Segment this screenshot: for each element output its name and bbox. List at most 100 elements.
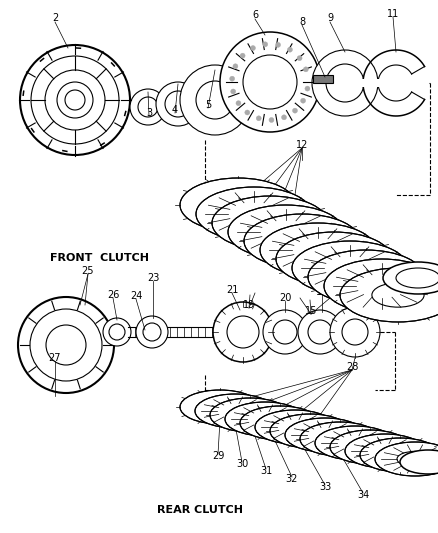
Ellipse shape [244,214,359,268]
Ellipse shape [284,418,364,452]
Text: 19: 19 [242,300,254,310]
Circle shape [240,53,244,58]
Text: 34: 34 [356,490,368,500]
Circle shape [300,98,305,103]
Ellipse shape [254,410,334,444]
Ellipse shape [399,450,438,474]
FancyBboxPatch shape [360,79,382,87]
Circle shape [297,310,341,354]
Circle shape [304,86,309,91]
Text: 28: 28 [345,362,357,372]
Text: 16: 16 [345,285,357,295]
Text: 15: 15 [304,306,317,316]
Circle shape [272,320,297,344]
Text: 33: 33 [318,482,330,492]
Text: 18: 18 [315,287,327,297]
Circle shape [30,309,102,381]
Circle shape [233,64,237,69]
Circle shape [262,42,267,47]
Ellipse shape [194,394,274,428]
Ellipse shape [276,232,391,286]
Text: 14: 14 [398,293,410,303]
Circle shape [155,82,200,126]
Ellipse shape [195,187,311,241]
Text: 27: 27 [49,353,61,363]
Circle shape [287,47,292,52]
Circle shape [226,316,258,348]
Text: 9: 9 [326,13,332,23]
Circle shape [212,302,272,362]
Text: 2: 2 [52,13,58,23]
Ellipse shape [314,426,394,460]
Circle shape [275,42,280,47]
Text: 13: 13 [420,265,432,275]
Circle shape [138,97,158,117]
Circle shape [57,82,93,118]
Circle shape [297,55,301,61]
Circle shape [325,64,363,102]
Text: 29: 29 [211,451,224,461]
Circle shape [20,45,130,155]
Circle shape [46,325,86,365]
Text: 23: 23 [146,273,159,283]
Ellipse shape [180,390,259,424]
FancyBboxPatch shape [312,75,332,83]
Ellipse shape [225,402,304,436]
Text: 25: 25 [81,266,94,276]
Ellipse shape [212,196,327,250]
Circle shape [229,76,234,81]
Text: 21: 21 [225,285,238,295]
Ellipse shape [307,250,423,304]
Text: 35: 35 [414,449,426,459]
Circle shape [292,108,297,113]
Circle shape [329,307,379,357]
Circle shape [307,320,331,344]
Ellipse shape [269,414,349,448]
Ellipse shape [180,178,295,232]
Circle shape [45,70,105,130]
Text: 5: 5 [205,100,211,110]
Circle shape [165,91,191,117]
Circle shape [65,90,85,110]
Ellipse shape [227,205,343,259]
Text: 3: 3 [145,108,152,118]
Circle shape [250,45,255,51]
Circle shape [219,32,319,132]
Text: 32: 32 [285,474,297,484]
Ellipse shape [344,434,424,468]
Circle shape [130,89,166,125]
Circle shape [303,67,307,72]
Text: FRONT  CLUTCH: FRONT CLUTCH [50,253,149,263]
Circle shape [136,316,168,348]
Circle shape [281,115,286,120]
Circle shape [243,55,297,109]
Ellipse shape [382,262,438,294]
Circle shape [262,310,306,354]
Circle shape [341,319,367,345]
Circle shape [311,50,377,116]
Text: 4: 4 [172,105,178,115]
Ellipse shape [291,241,407,295]
Text: 6: 6 [251,10,258,20]
Circle shape [268,117,273,123]
Ellipse shape [359,438,438,472]
Text: 8: 8 [298,17,304,27]
Circle shape [195,81,233,119]
Circle shape [143,323,161,341]
Text: REAR CLUTCH: REAR CLUTCH [157,505,243,515]
Text: 12: 12 [295,140,307,150]
Text: 30: 30 [235,459,247,469]
Ellipse shape [259,223,375,277]
Circle shape [31,56,119,144]
Circle shape [235,101,240,106]
Ellipse shape [329,430,409,464]
Ellipse shape [299,422,379,456]
Circle shape [244,110,249,115]
Text: 20: 20 [278,293,290,303]
Circle shape [256,116,261,121]
Circle shape [230,89,235,94]
Circle shape [180,65,249,135]
Ellipse shape [323,259,438,313]
Circle shape [103,318,131,346]
Ellipse shape [209,398,290,432]
